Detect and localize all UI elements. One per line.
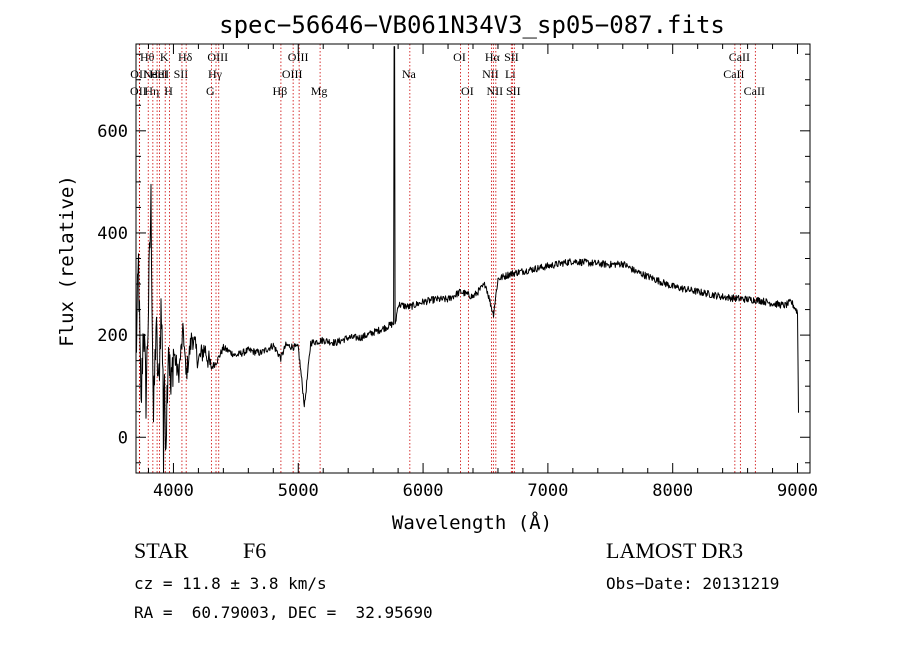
line-marker-label: Hα xyxy=(485,50,501,64)
redshift-line: cz = 11.8 ± 3.8 km/s xyxy=(134,574,327,593)
line-marker-label: CaII xyxy=(723,67,744,81)
y-tick-label: 600 xyxy=(97,122,128,142)
line-marker-label: NII xyxy=(487,84,504,98)
obs-date-line: Obs−Date: 20131219 xyxy=(606,574,780,593)
line-markers: OIIOIIHθHηNeIIIHeIKHSIIHδGHγOIIIHβOIIIOI… xyxy=(130,44,765,473)
line-marker-label: SII xyxy=(506,84,521,98)
line-marker-label: G xyxy=(206,84,215,98)
line-marker-label: H xyxy=(164,84,173,98)
line-marker-label: CaII xyxy=(729,50,750,64)
line-marker-label: NeIII xyxy=(143,67,169,81)
line-marker-label: CaII xyxy=(744,84,765,98)
y-tick-label: 200 xyxy=(97,326,128,346)
line-marker-label: Hθ xyxy=(140,50,155,64)
y-axis-label: Flux (relative) xyxy=(56,175,78,347)
axes: 4000 5000 6000 7000 8000 9000 0 200 400 600 xyxy=(97,43,818,501)
line-marker-label: SII xyxy=(174,67,189,81)
y-tick-label: 400 xyxy=(97,224,128,244)
line-marker-label: Na xyxy=(402,67,417,81)
line-marker-label: SII xyxy=(504,50,519,64)
line-marker-label: Mg xyxy=(311,84,328,98)
x-tick-label: 5000 xyxy=(278,481,319,501)
line-marker-label: Hγ xyxy=(208,67,223,81)
spectrum-series xyxy=(135,46,799,474)
spectrum-line xyxy=(135,46,799,474)
x-tick-label: 7000 xyxy=(527,481,568,501)
line-marker-label: HeI xyxy=(150,67,168,81)
x-tick-label: 9000 xyxy=(777,481,818,501)
x-tick-label: 6000 xyxy=(403,481,444,501)
line-marker-label: OIII xyxy=(282,67,303,81)
coordinates-line: RA = 60.79003, DEC = 32.95690 xyxy=(134,603,433,622)
line-marker-label: OI xyxy=(461,84,474,98)
plot-frame xyxy=(135,43,811,474)
line-marker-label: OIII xyxy=(288,50,309,64)
x-tick-label: 4000 xyxy=(153,481,194,501)
line-marker-label: Li xyxy=(505,67,516,81)
object-type: STAR xyxy=(134,538,189,563)
survey-name: LAMOST DR3 xyxy=(606,538,744,563)
line-marker-label: Hδ xyxy=(178,50,193,64)
line-marker-label: Hβ xyxy=(273,84,288,98)
y-tick-label: 0 xyxy=(118,428,128,448)
line-marker-label: OIII xyxy=(207,50,228,64)
line-marker-label: OI xyxy=(453,50,466,64)
line-marker-label: NII xyxy=(482,67,499,81)
line-marker-label: K xyxy=(160,50,169,64)
x-tick-label: 8000 xyxy=(652,481,693,501)
line-marker-label: OII xyxy=(130,84,147,98)
line-marker-label: Hη xyxy=(144,84,159,98)
chart-title: spec−56646−VB061N34V3_sp05−087.fits xyxy=(219,11,725,39)
line-marker-label: OII xyxy=(130,67,147,81)
x-axis-label: Wavelength (Å) xyxy=(392,511,552,534)
object-subclass: F6 xyxy=(243,538,267,563)
